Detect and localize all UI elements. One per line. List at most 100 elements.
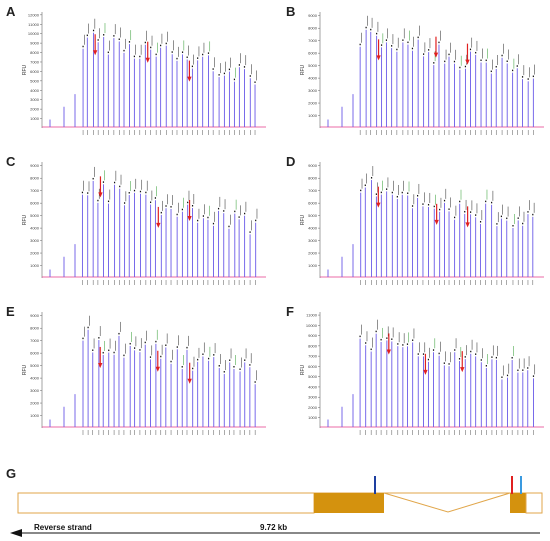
y-tick-label: 2000 [30,107,40,112]
peak-marker-36 [532,75,534,78]
peak-marker-22 [181,208,183,211]
peak-marker-34 [522,222,524,225]
peak-marker-36 [254,81,256,83]
red-arrowhead-1 [156,222,161,228]
red-arrowhead-1 [145,57,150,63]
peak-marker-12 [128,192,130,194]
peak-marker-13 [133,189,136,192]
red-arrowhead-2 [187,76,192,82]
peak-marker-28 [212,222,215,225]
y-tick-label: 5000 [308,63,318,68]
peak-marker-17 [433,205,435,208]
peak-marker-19 [443,199,446,202]
peak-marker-11 [123,49,125,52]
peak-marker-24 [470,211,472,213]
electropherogram-f: 1000 2000 3000 4000 5000 6000 7000 8000 9000 1000… [300,308,548,444]
red-arrowhead-2 [187,378,192,384]
y-tick-label: 1000 [30,263,40,268]
red-arrowhead-1 [433,52,439,58]
peak-marker-36 [532,213,534,216]
peak-marker-29 [218,365,220,367]
peak-marker-8 [107,200,110,203]
peak-marker-31 [228,68,231,71]
peak-marker-3 [82,337,84,340]
peak-marker-28 [491,201,493,204]
peak-marker-20 [448,208,450,210]
peak-marker-17 [432,349,435,351]
peak-marker-14 [417,36,419,39]
red-arrowhead-2 [460,367,465,373]
y-tick-label: 11000 [306,313,318,318]
peak-marker-3 [360,189,362,192]
y-tick-label: 9000 [308,163,318,168]
peak-marker-23 [187,201,189,204]
peak-marker-11 [123,202,126,204]
y-tick-label: 1000 [30,413,40,418]
peak-marker-15 [423,53,425,55]
peak-marker-12 [407,41,409,44]
y-tick-label: 1000 [30,116,40,121]
size-label: 9.72 kb [258,523,290,532]
y-tick-label: 5000 [30,213,40,218]
peak-marker-8 [107,51,109,54]
peak-marker-9 [113,351,115,354]
peak-marker-35 [527,367,529,369]
peak-marker-34 [244,212,246,215]
peak-marker-5 [92,29,95,32]
peak-marker-7 [102,181,105,183]
peak-marker-18 [439,208,441,211]
intron-line [383,492,511,513]
peak-marker-8 [386,337,388,339]
gene-utr-right [525,492,543,514]
peak-marker-16 [428,49,430,51]
peak-marker-12 [407,192,409,194]
y-tick-label: 2000 [30,401,40,406]
peak-marker-6 [376,32,378,35]
y-tick-label: 3000 [308,395,318,400]
red-arrowhead-1 [155,366,160,372]
peak-marker-15 [144,41,146,44]
peak-marker-26 [202,215,204,217]
peak-marker-29 [495,356,497,359]
peak-marker-30 [223,371,225,373]
y-tick-label: 2000 [308,251,318,256]
peak-marker-11 [402,344,404,346]
peak-marker-32 [234,210,236,213]
peak-marker-27 [207,216,209,219]
peak-marker-9 [113,35,115,37]
y-tick-label: 7000 [308,38,318,43]
peak-marker-15 [145,191,147,194]
y-tick-label: 8000 [308,176,318,181]
peak-marker-12 [406,343,409,345]
y-axis-label: RFU [300,214,306,225]
peak-marker-13 [412,339,414,341]
y-tick-label: 6000 [30,201,40,206]
peak-marker-22 [181,51,184,53]
peak-marker-36 [254,381,256,383]
peak-marker-3 [82,45,84,48]
peak-marker-16 [427,358,430,361]
y-tick-label: 1000 [308,415,318,420]
peak-marker-11 [123,354,125,357]
peak-marker-32 [233,366,235,368]
peak-marker-4 [87,326,89,329]
peak-marker-18 [160,355,162,358]
peak-marker-33 [239,368,241,370]
peak-marker-27 [207,52,210,54]
peak-marker-22 [458,358,461,360]
peak-marker-14 [139,349,141,351]
strand-label: Reverse strand [32,523,94,532]
y-tick-label: 4000 [30,226,40,231]
peak-marker-17 [155,340,157,343]
peak-marker-13 [134,347,136,349]
peak-marker-10 [118,38,120,40]
peak-marker-31 [228,225,230,228]
peak-marker-10 [397,343,399,345]
peak-marker-25 [197,358,199,361]
y-tick-label: 10000 [306,323,318,328]
peak-marker-31 [506,60,508,63]
y-tick-label: 2000 [30,251,40,256]
electropherogram-d: 1000 2000 3000 4000 5000 6000 7000 8000 9000 RFU [300,158,548,294]
peak-marker-30 [501,54,503,57]
peak-marker-13 [411,47,414,50]
